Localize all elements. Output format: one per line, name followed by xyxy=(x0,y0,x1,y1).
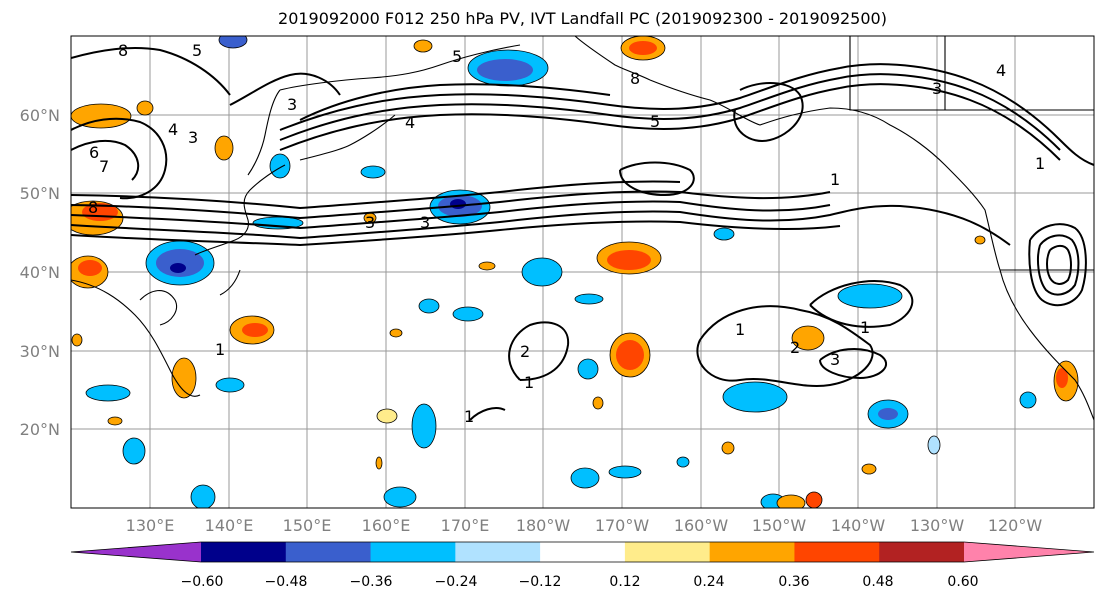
colorbar-tick: 0.36 xyxy=(778,574,809,590)
contour-label: 3 xyxy=(365,213,375,232)
colorbar-tick: −0.60 xyxy=(181,574,224,590)
lon-label-140w: 140°W xyxy=(831,516,886,535)
lon-label-160e: 160°E xyxy=(362,516,411,535)
colorbar-segment xyxy=(879,542,965,562)
map-frame xyxy=(70,35,1095,509)
colorbar-tick: 0.60 xyxy=(947,574,978,590)
contour-label: 1 xyxy=(215,340,225,359)
colorbar-segment xyxy=(709,542,795,562)
contour-label: 2 xyxy=(520,342,530,361)
colorbar-segment xyxy=(964,542,1094,562)
colorbar-tick: 0.12 xyxy=(609,574,640,590)
lat-label-20n: 20°N xyxy=(20,420,60,439)
colorbar-outline xyxy=(70,541,1095,563)
contour-label: 3 xyxy=(188,128,198,147)
shaded-anomalies xyxy=(71,36,1079,508)
contour-label: 3 xyxy=(932,79,942,98)
plot-title: 2019092000 F012 250 hPa PV, IVT Landfall… xyxy=(278,9,887,28)
contour-label: 2 xyxy=(790,338,800,357)
contour-label: 1 xyxy=(1035,154,1045,173)
pv-contours xyxy=(71,47,1094,421)
lon-label-150e: 150°E xyxy=(283,516,332,535)
contour-label: 5 xyxy=(192,41,202,60)
contour-label: 7 xyxy=(99,157,109,176)
contour-label: 1 xyxy=(860,318,870,337)
contour-label: 1 xyxy=(464,407,474,426)
lon-label-130e: 130°E xyxy=(126,516,175,535)
colorbar xyxy=(70,541,1095,563)
lon-label-130w: 130°W xyxy=(910,516,965,535)
lon-label-120w: 120°W xyxy=(988,516,1043,535)
lon-label-180w: 180°W xyxy=(516,516,571,535)
colorbar-tick-labels: −0.60 −0.48 −0.36 −0.24 −0.12 0.12 0.24 … xyxy=(181,574,979,590)
contour-label: 8 xyxy=(88,198,98,217)
lon-label-160w: 160°W xyxy=(674,516,729,535)
colorbar-segment xyxy=(540,542,626,562)
contour-label: 3 xyxy=(830,350,840,369)
contour-label: 8 xyxy=(118,41,128,60)
colorbar-tick: −0.36 xyxy=(350,574,393,590)
colorbar-tick: 0.24 xyxy=(693,574,724,590)
lat-label-30n: 30°N xyxy=(20,342,60,361)
contour-label: 6 xyxy=(89,143,99,162)
contour-label: 1 xyxy=(735,320,745,339)
colorbar-tick: −0.12 xyxy=(519,574,562,590)
colorbar-segment xyxy=(794,542,880,562)
lon-label-170w: 170°W xyxy=(595,516,650,535)
colorbar-segment xyxy=(455,542,541,562)
contour-labels: 8 5 3 6 7 8 4 3 4 5 1 3 3 1 1 1 2 3 1 8 … xyxy=(88,41,1045,426)
contour-label: 4 xyxy=(168,120,178,139)
lon-label-170e: 170°E xyxy=(441,516,490,535)
colorbar-segment xyxy=(624,542,711,562)
longitude-labels: 130°E 140°E 150°E 160°E 170°E 180°W 170°… xyxy=(126,516,1043,535)
colorbar-segment xyxy=(370,542,456,562)
lat-label-60n: 60°N xyxy=(20,106,60,125)
contour-label: 5 xyxy=(650,112,660,131)
contour-label: 5 xyxy=(452,47,462,66)
contour-label: 3 xyxy=(287,95,297,114)
colorbar-segment xyxy=(71,542,201,562)
contour-label: 1 xyxy=(830,170,840,189)
colorbar-tick: −0.48 xyxy=(265,574,308,590)
contour-label: 4 xyxy=(996,61,1006,80)
colorbar-tick: 0.48 xyxy=(862,574,893,590)
lon-label-140e: 140°E xyxy=(205,516,254,535)
lon-label-150w: 150°W xyxy=(752,516,807,535)
colorbar-tick: −0.24 xyxy=(435,574,478,590)
lat-label-40n: 40°N xyxy=(20,263,60,282)
colorbar-segment xyxy=(285,542,372,562)
colorbar-segment xyxy=(201,542,287,562)
contour-label: 8 xyxy=(630,69,640,88)
contour-label: 1 xyxy=(524,373,534,392)
lat-label-50n: 50°N xyxy=(20,184,60,203)
latitude-labels: 60°N 50°N 40°N 30°N 20°N xyxy=(20,106,60,439)
contour-label: 3 xyxy=(420,213,430,232)
contour-label: 4 xyxy=(405,113,415,132)
